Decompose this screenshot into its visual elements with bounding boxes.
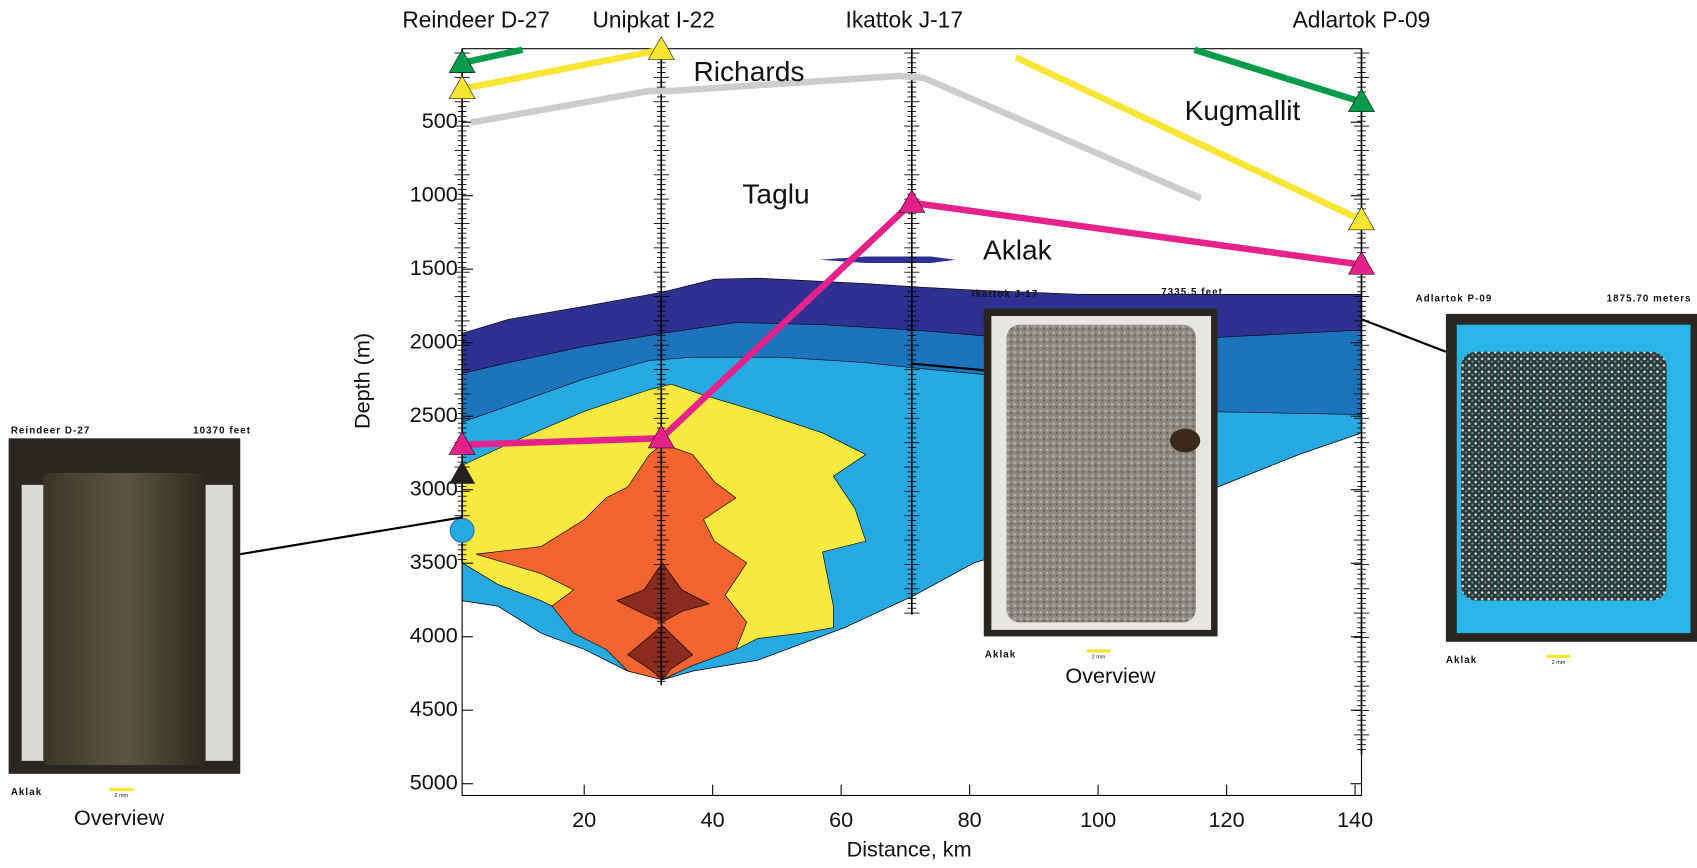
inset-well: Reindeer D-27 [11, 425, 91, 436]
well-name: Adlartok P-09 [1293, 7, 1431, 33]
x-tick-label: 40 [701, 807, 725, 832]
inset-depth: 1875.70 meters [1607, 293, 1692, 304]
inset-scale: 2 mm [1552, 660, 1566, 666]
well-name: Ikattok J-17 [846, 7, 963, 33]
formation-label: Richards [693, 56, 804, 87]
inset-caption: Overview [74, 805, 165, 830]
y-tick-label: 1000 [410, 181, 458, 206]
aklak-lens [819, 257, 955, 263]
inset-well: Ikattok J-17 [972, 289, 1039, 300]
x-axis-title: Distance, km [847, 836, 972, 861]
y-tick-label: 3500 [410, 549, 458, 574]
scale-bar [109, 788, 133, 791]
horizon-marker [648, 37, 674, 60]
x-tick-label: 20 [572, 807, 596, 832]
y-tick-label: 2500 [410, 402, 458, 427]
inset-caption: Overview [1065, 663, 1156, 688]
connector [1361, 319, 1445, 351]
formation-label: Taglu [742, 178, 809, 209]
page: {"chart_data": { "type": "cross-section"… [0, 0, 1697, 868]
y-axis-title: Depth (m) [349, 333, 374, 429]
formation-label: Aklak [983, 235, 1053, 266]
core-inset: Reindeer D-27 10370 feet Aklak 2 mm Over… [9, 425, 251, 830]
well-name: Unipkat I-22 [592, 7, 715, 33]
well-name: Reindeer D-27 [402, 7, 550, 33]
inset-well: Adlartok P-09 [1416, 293, 1493, 304]
inset-formation: Aklak [11, 787, 42, 798]
clast [1170, 429, 1200, 453]
y-tick-label: 5000 [410, 769, 458, 794]
inset-formation: Aklak [985, 649, 1016, 660]
inset-scale: 2 mm [114, 793, 128, 799]
x-tick-label: 140 [1337, 807, 1373, 832]
inset-scale: 2 mm [1092, 654, 1106, 660]
y-tick-label: 1500 [410, 255, 458, 280]
core-photo [1461, 352, 1667, 601]
y-tick-label: 500 [422, 108, 458, 133]
inset-formation: Aklak [1446, 655, 1477, 666]
y-tick-label: 2000 [410, 328, 458, 353]
x-tick-label: 100 [1080, 807, 1116, 832]
sample-marker [450, 519, 474, 543]
formation-label: Kugmallit [1185, 95, 1301, 126]
inset-depth: 10370 feet [193, 425, 251, 436]
inset-depth: 7335.5 feet [1161, 287, 1223, 298]
core-photo [1007, 325, 1196, 623]
scale-bar [1547, 655, 1571, 658]
scale-bar [1087, 649, 1111, 652]
y-tick-label: 3000 [410, 475, 458, 500]
y-tick-label: 4000 [410, 622, 458, 647]
x-tick-label: 120 [1209, 807, 1245, 832]
core-photo [43, 473, 205, 765]
core-inset: Adlartok P-09 1875.70 meters Aklak 2 mm [1416, 293, 1697, 665]
y-tick-label: 4500 [410, 696, 458, 721]
x-tick-label: 80 [958, 807, 982, 832]
x-tick-label: 60 [829, 807, 853, 832]
chart: 20 40 60 80 100 120 140 500 1000 1500 2000 2500 3000… [0, 0, 1697, 868]
core-inset: Ikattok J-17 7335.5 feet Aklak 2 mm Over… [972, 287, 1223, 688]
